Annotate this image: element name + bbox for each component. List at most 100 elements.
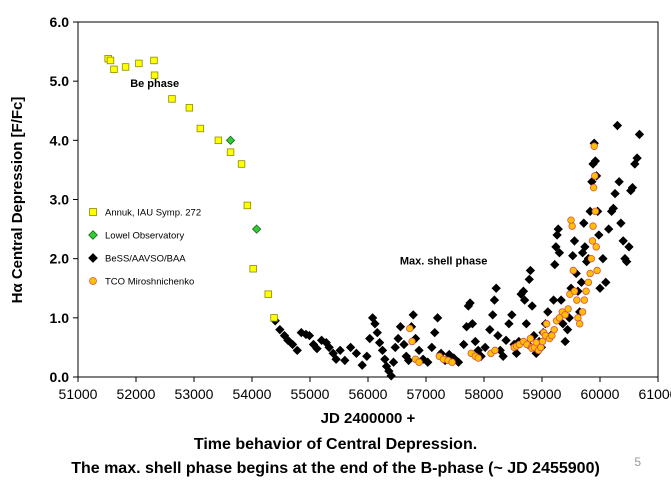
point-bess-aavso-baa [624, 242, 634, 252]
legend-label: Annuk, IAU Symp. 272 [105, 208, 201, 219]
point-bess-aavso-baa [408, 310, 418, 320]
point-bess-aavso-baa [569, 236, 580, 246]
point-bess-aavso-baa [554, 248, 565, 258]
x-axis-label: JD 2400000 + [321, 410, 416, 427]
point-tco-miroshnichenko [580, 296, 589, 304]
y-tick-label: 0.0 [50, 369, 70, 385]
legend-marker-annuk-iau-symp-272 [89, 208, 97, 216]
point-tco-miroshnichenko [578, 308, 587, 316]
scatter-chart: 0.0 1.0 2.0 3.0 4.0 5.0 6.0 51000 52000 53000 540… [9, 14, 671, 427]
point-bess-aavso-baa [351, 348, 362, 358]
point-bess-aavso-baa [488, 310, 498, 320]
point-bess-aavso-baa [393, 333, 403, 344]
point-bess-aavso-baa [550, 259, 560, 270]
y-tick-label: 4.0 [50, 132, 70, 148]
point-tco-miroshnichenko [555, 314, 564, 322]
point-annuk-iau-symp-272 [121, 63, 130, 71]
point-bess-aavso-baa [518, 286, 529, 296]
point-bess-aavso-baa [634, 129, 645, 140]
point-bess-aavso-baa [577, 248, 588, 258]
point-tco-miroshnichenko [567, 216, 575, 224]
point-bess-aavso-baa [340, 355, 350, 366]
point-annuk-iau-symp-272 [150, 56, 158, 65]
point-bess-aavso-baa [480, 342, 490, 353]
point-bess-aavso-baa [608, 203, 619, 214]
y-axis-label: Hα Central Depression [F/Fc] [9, 97, 26, 304]
point-bess-aavso-baa [362, 351, 372, 361]
point-bess-aavso-baa [614, 177, 624, 187]
plot-frame [77, 21, 659, 378]
point-bess-aavso-baa [524, 274, 534, 285]
point-bess-aavso-baa [590, 156, 601, 166]
point-bess-aavso-baa [622, 256, 632, 267]
point-bess-aavso-baa [370, 319, 380, 329]
point-bess-aavso-baa [504, 319, 514, 329]
point-tco-miroshnichenko [569, 266, 578, 275]
point-tco-miroshnichenko [568, 222, 576, 230]
point-annuk-iau-symp-272 [106, 56, 115, 65]
point-tco-miroshnichenko [542, 320, 551, 328]
point-bess-aavso-baa [485, 325, 495, 335]
legend-label: BeSS/AAVSO/BAA [105, 254, 186, 265]
point-bess-aavso-baa [601, 277, 611, 287]
legend: Annuk, IAU Symp. 272 Lowel Observatory BeS… [88, 208, 201, 288]
x-tick-label: 57000 [407, 386, 446, 402]
page-number: 5 [634, 455, 641, 469]
x-tick-label: 61000 [639, 386, 671, 402]
annotation-label: Max. shell phase [400, 256, 487, 268]
point-annuk-iau-symp-272 [237, 160, 246, 168]
point-bess-aavso-baa [470, 336, 480, 347]
point-annuk-iau-symp-272 [243, 201, 252, 210]
point-bess-aavso-baa [521, 319, 532, 329]
point-bess-aavso-baa [630, 159, 640, 169]
point-tco-miroshnichenko [491, 346, 499, 355]
point-bess-aavso-baa [275, 325, 285, 335]
point-bess-aavso-baa [427, 342, 437, 353]
point-bess-aavso-baa [618, 236, 628, 246]
point-bess-aavso-baa [357, 360, 367, 370]
point-tco-miroshnichenko [592, 243, 600, 251]
y-tick-label: 1.0 [50, 310, 70, 326]
point-bess-aavso-baa [552, 230, 562, 240]
point-bess-aavso-baa [312, 343, 322, 354]
point-tco-miroshnichenko [587, 254, 595, 263]
point-tco-miroshnichenko [591, 172, 599, 180]
point-tco-miroshnichenko [526, 334, 535, 343]
point-annuk-iau-symp-272 [226, 148, 235, 156]
point-bess-aavso-baa [579, 218, 589, 228]
point-tco-miroshnichenko [586, 269, 594, 278]
point-bess-aavso-baa [595, 283, 605, 293]
x-tick-label: 56000 [349, 386, 388, 402]
point-bess-aavso-baa [465, 298, 475, 308]
point-tco-miroshnichenko [474, 354, 482, 362]
y-tick-label: 6.0 [50, 14, 70, 30]
point-bess-aavso-baa [525, 265, 536, 276]
point-bess-aavso-baa [467, 319, 478, 329]
point-bess-aavso-baa [403, 355, 414, 366]
legend-label: Lowel Observatory [105, 231, 184, 242]
y-tick-label: 5.0 [50, 73, 70, 89]
point-bess-aavso-baa [501, 335, 511, 345]
point-bess-aavso-baa [498, 351, 508, 361]
point-lowel-observatory [251, 224, 262, 234]
point-bess-aavso-baa [395, 322, 406, 332]
point-tco-miroshnichenko [564, 305, 572, 313]
point-bess-aavso-baa [548, 295, 559, 305]
caption-line-1: Time behavior of Central Depression. [193, 436, 478, 453]
point-bess-aavso-baa [377, 345, 388, 356]
point-bess-aavso-baa [632, 153, 642, 163]
point-bess-aavso-baa [610, 188, 620, 199]
point-bess-aavso-baa [493, 330, 503, 341]
point-tco-miroshnichenko [561, 311, 569, 319]
point-bess-aavso-baa [576, 277, 587, 287]
point-annuk-iau-symp-272 [110, 65, 118, 74]
point-bess-aavso-baa [399, 339, 409, 350]
point-tco-miroshnichenko [590, 142, 598, 150]
annotation-label: Be phase [130, 78, 179, 90]
x-tick-label: 53000 [175, 386, 214, 402]
point-annuk-iau-symp-272 [249, 265, 257, 273]
point-bess-aavso-baa [365, 333, 375, 344]
point-bess-aavso-baa [283, 335, 293, 345]
point-bess-aavso-baa [388, 357, 399, 367]
data-marks [104, 54, 645, 381]
